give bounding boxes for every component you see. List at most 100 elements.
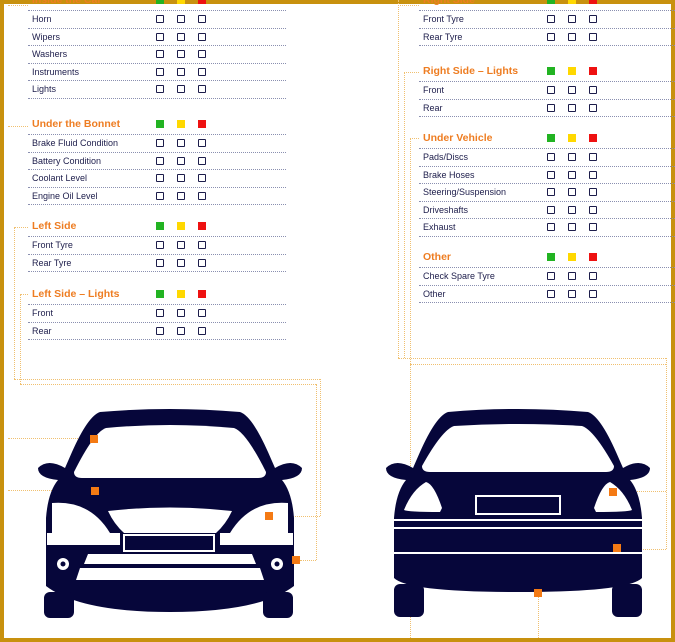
yellow-checkbox[interactable] [177, 326, 185, 335]
green-checkbox[interactable] [547, 153, 555, 161]
red-checkbox[interactable] [198, 67, 206, 76]
section-header: Right Side – Lights [419, 64, 675, 82]
yellow-checkbox[interactable] [177, 174, 185, 182]
red-checkbox[interactable] [198, 32, 206, 41]
green-checkbox[interactable] [547, 205, 555, 214]
under-vehicle-marker[interactable] [534, 589, 542, 597]
yellow-checkbox[interactable] [568, 205, 576, 214]
green-checkbox[interactable] [156, 15, 164, 23]
yellow-checkbox[interactable] [177, 139, 185, 147]
yellow-checkbox[interactable] [568, 188, 576, 196]
yellow-checkbox[interactable] [568, 153, 576, 161]
green-checkbox[interactable] [547, 223, 555, 231]
red-checkbox[interactable] [589, 223, 597, 231]
yellow-checkbox[interactable] [568, 170, 576, 179]
red-checkbox[interactable] [589, 205, 597, 214]
red-checkbox[interactable] [589, 272, 597, 280]
red-checkbox[interactable] [198, 156, 206, 165]
red-checkbox[interactable] [589, 188, 597, 196]
green-checkbox[interactable] [156, 32, 164, 41]
checklist-row: Rear Tyre [28, 255, 286, 272]
green-checkbox[interactable] [156, 309, 164, 317]
right-rear-tyre-marker[interactable] [613, 544, 621, 552]
yellow-checkbox[interactable] [568, 272, 576, 280]
yellow-checkbox[interactable] [177, 258, 185, 267]
red-checkbox[interactable] [198, 241, 206, 249]
yellow-checkbox[interactable] [568, 32, 576, 41]
green-checkbox[interactable] [156, 156, 164, 165]
green-checkbox[interactable] [156, 326, 164, 335]
section-under-vehicle: Under Vehicle Pads/Discs Brake Hoses Ste… [419, 131, 675, 237]
leader-line [8, 126, 28, 127]
red-checkbox[interactable] [198, 309, 206, 317]
yellow-checkbox[interactable] [177, 85, 185, 93]
yellow-checkbox[interactable] [177, 191, 185, 200]
red-checkbox[interactable] [198, 174, 206, 182]
yellow-checkbox[interactable] [177, 309, 185, 317]
yellow-checkbox[interactable] [177, 32, 185, 41]
checklist-row: Pads/Discs [419, 149, 675, 167]
section-under-the-bonnet: Under the Bonnet Brake Fluid Condition B… [28, 117, 286, 205]
checklist-row: Wipers [28, 29, 286, 46]
yellow-checkbox[interactable] [568, 86, 576, 94]
checklist-row: Rear [419, 100, 675, 117]
car-rear-view-icon [386, 409, 650, 617]
yellow-checkbox[interactable] [177, 156, 185, 165]
row-label: Other [423, 288, 446, 299]
green-checkbox[interactable] [547, 32, 555, 41]
green-checkbox[interactable] [156, 191, 164, 200]
green-checkbox[interactable] [547, 272, 555, 280]
yellow-checkbox[interactable] [177, 241, 185, 249]
red-checkbox[interactable] [198, 139, 206, 147]
yellow-checkbox[interactable] [568, 103, 576, 112]
green-checkbox[interactable] [156, 139, 164, 147]
row-label: Front [423, 85, 445, 95]
green-checkbox[interactable] [156, 241, 164, 249]
yellow-checkbox[interactable] [568, 223, 576, 231]
red-checkbox[interactable] [589, 289, 597, 298]
frame-top [0, 0, 675, 4]
green-checkbox[interactable] [156, 258, 164, 267]
green-checkbox[interactable] [547, 86, 555, 94]
red-checkbox[interactable] [198, 85, 206, 93]
green-checkbox[interactable] [547, 15, 555, 23]
red-status-icon [589, 134, 597, 142]
section-header: Left Side – Lights [28, 287, 286, 305]
green-checkbox[interactable] [547, 170, 555, 179]
left-front-tyre-marker[interactable] [292, 556, 300, 564]
yellow-checkbox[interactable] [177, 67, 185, 76]
red-checkbox[interactable] [198, 326, 206, 335]
red-checkbox[interactable] [589, 15, 597, 23]
leader-line [20, 294, 28, 295]
green-checkbox[interactable] [156, 85, 164, 93]
yellow-status-icon [177, 222, 185, 230]
yellow-checkbox[interactable] [177, 15, 185, 23]
green-checkbox[interactable] [156, 174, 164, 182]
red-status-icon [589, 0, 597, 4]
bonnet-marker[interactable] [91, 487, 99, 495]
red-checkbox[interactable] [198, 15, 206, 23]
row-label: Rear [32, 325, 52, 336]
green-checkbox[interactable] [156, 50, 164, 58]
green-checkbox[interactable] [547, 103, 555, 112]
yellow-checkbox[interactable] [177, 50, 185, 58]
red-checkbox[interactable] [198, 191, 206, 200]
right-rear-light-marker[interactable] [609, 488, 617, 496]
red-checkbox[interactable] [589, 86, 597, 94]
yellow-checkbox[interactable] [568, 15, 576, 23]
checklist-row: Exhaust [419, 219, 675, 237]
leader-line [8, 490, 90, 491]
windscreen-marker[interactable] [90, 435, 98, 443]
green-checkbox[interactable] [547, 188, 555, 196]
red-checkbox[interactable] [589, 32, 597, 41]
green-checkbox[interactable] [156, 67, 164, 76]
yellow-checkbox[interactable] [568, 289, 576, 298]
red-checkbox[interactable] [589, 153, 597, 161]
red-checkbox[interactable] [589, 170, 597, 179]
section-header: Other [419, 250, 675, 268]
left-front-light-marker[interactable] [265, 512, 273, 520]
green-checkbox[interactable] [547, 289, 555, 298]
red-checkbox[interactable] [589, 103, 597, 112]
red-checkbox[interactable] [198, 50, 206, 58]
red-checkbox[interactable] [198, 258, 206, 267]
